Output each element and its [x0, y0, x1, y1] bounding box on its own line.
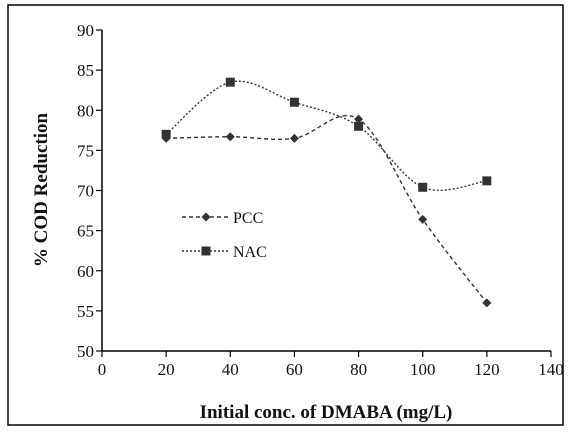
series-nac [161, 77, 492, 192]
legend-item-pcc: PCC [182, 210, 263, 227]
legend-item-nac: NAC [182, 244, 267, 261]
x-tick-label: 140 [538, 360, 564, 379]
x-tick-label: 40 [222, 360, 239, 379]
y-tick-label: 70 [77, 182, 94, 201]
data-point-pcc [482, 298, 492, 308]
data-point-nac [354, 121, 364, 131]
data-point-nac [225, 77, 235, 87]
x-tick-label: 100 [410, 360, 436, 379]
legend-marker [201, 246, 211, 256]
series-layer [161, 77, 492, 308]
x-tick-label: 20 [158, 360, 175, 379]
y-tick-label: 50 [77, 342, 94, 361]
legend-label: PCC [233, 210, 263, 227]
y-tick-label: 80 [77, 101, 94, 120]
data-point-nac [482, 176, 492, 186]
data-point-nac [289, 97, 299, 107]
y-tick-label: 90 [77, 21, 94, 40]
data-point-pcc [354, 114, 364, 124]
x-tick-label: 0 [98, 360, 107, 379]
x-axis-ticks: 0 20 40 60 80 100 120 140 [98, 351, 564, 379]
x-axis-title: Initial conc. of DMABA (mg/L) [200, 402, 453, 423]
y-axis-ticks: 50 55 60 65 70 75 80 85 90 [77, 21, 102, 361]
x-tick-label: 60 [286, 360, 303, 379]
chart-border [7, 4, 564, 426]
data-point-pcc [418, 214, 428, 224]
y-tick-label: 65 [77, 222, 94, 241]
x-tick-label: 80 [350, 360, 367, 379]
y-tick-label: 60 [77, 262, 94, 281]
legend-marker [201, 212, 211, 222]
legend-label: NAC [233, 244, 267, 261]
data-point-nac [418, 182, 428, 192]
y-tick-label: 55 [77, 302, 94, 321]
data-point-pcc [225, 132, 235, 142]
data-point-pcc [289, 133, 299, 143]
y-tick-label: 75 [77, 141, 94, 160]
data-point-nac [161, 129, 171, 139]
x-tick-label: 120 [474, 360, 500, 379]
legend: PCC NAC [182, 210, 267, 261]
y-tick-label: 85 [77, 61, 94, 80]
series-pcc [161, 114, 492, 308]
y-axis-title: % COD Reduction [31, 113, 52, 268]
